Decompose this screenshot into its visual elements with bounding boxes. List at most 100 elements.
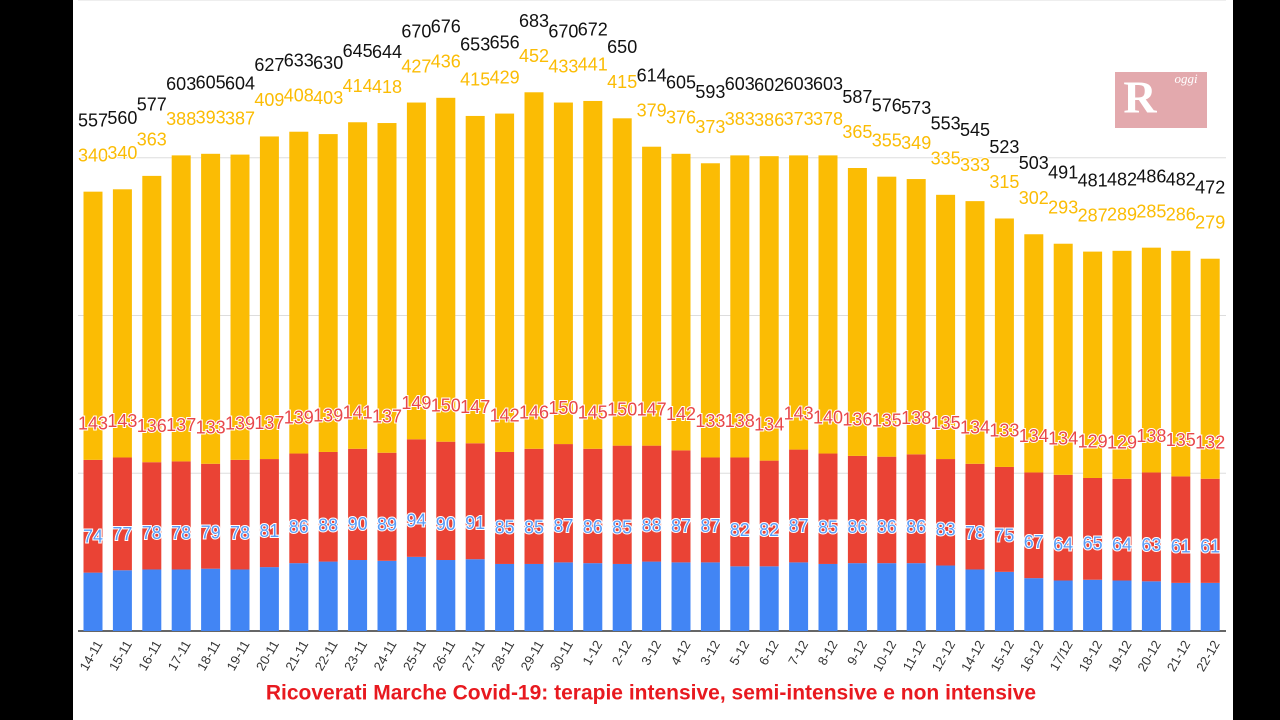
value-label: 133 [196,418,226,438]
total-label: 557 [78,110,108,130]
bar-segment [142,175,162,463]
value-label: 135 [931,413,961,433]
bar-segment [1112,580,1132,631]
value-label: 139 [313,406,343,426]
value-label: 61 [1171,537,1191,557]
value-label: 142 [490,406,520,426]
bar-segment [553,444,573,563]
bar-segment [730,457,750,567]
bar-segment [730,566,750,631]
bar-segment [906,179,926,455]
value-label: 415 [460,70,490,90]
bar-segment [377,452,397,561]
value-label: 145 [578,403,608,423]
value-label: 87 [553,516,573,536]
bar-segment [1141,472,1161,582]
value-label: 386 [754,110,784,130]
total-label: 672 [578,20,608,40]
value-label: 365 [842,122,872,142]
value-label: 88 [642,515,662,535]
value-label: 137 [372,406,402,426]
bar-segment [730,155,750,458]
value-label: 335 [931,149,961,169]
bar-segment [965,463,985,570]
value-label: 85 [818,518,838,538]
bar-segment [289,453,309,564]
bar-segment [201,463,221,569]
bar-segment [1171,582,1191,631]
value-label: 387 [225,108,255,128]
chart-title: Ricoverati Marche Covid-19: terapie inte… [266,682,1036,705]
value-label: 134 [960,418,990,438]
value-label: 90 [348,514,368,534]
value-label: 349 [901,133,931,153]
value-label: 83 [936,519,956,539]
total-label: 627 [254,55,284,75]
value-label: 408 [284,85,314,105]
bar-segment [936,565,956,631]
logo-text: oggi [1174,71,1198,86]
value-label: 86 [906,517,926,537]
bar-segment [700,457,720,563]
bar-segment [965,569,985,631]
bar-segment [1053,474,1073,581]
bar-segment [642,146,662,446]
bar-segment [818,155,838,454]
value-label: 87 [671,516,691,536]
total-label: 650 [607,37,637,57]
value-label: 286 [1166,205,1196,225]
bar-segment [142,462,162,570]
total-label: 523 [989,137,1019,157]
value-label: 150 [607,399,637,419]
value-label: 134 [754,414,784,434]
value-label: 136 [137,416,167,436]
bar-segment [847,563,867,631]
bar-segment [877,176,897,457]
value-label: 78 [142,523,162,543]
value-label: 86 [583,517,603,537]
value-label: 376 [666,108,696,128]
bar-segment [318,561,338,631]
total-label: 605 [666,73,696,93]
total-label: 645 [343,41,373,61]
value-label: 141 [343,403,373,423]
bar-segment [936,459,956,566]
total-label: 560 [107,108,137,128]
value-label: 88 [318,515,338,535]
value-label: 315 [989,172,1019,192]
bar-segment [1024,234,1044,473]
bar-segment [1200,478,1220,583]
bar-segment [1053,580,1073,631]
bar-segment [406,102,426,440]
value-label: 81 [259,521,279,541]
bar-segment [1024,472,1044,579]
bar-segment [759,566,779,631]
value-label: 91 [465,513,485,533]
value-label: 429 [490,67,520,87]
bar-segment [348,122,368,449]
value-label: 378 [813,109,843,129]
value-label: 85 [612,518,632,538]
bar-segment [1200,582,1220,631]
value-label: 135 [872,410,902,430]
value-label: 142 [666,404,696,424]
bar-segment [524,448,544,564]
value-label: 133 [989,421,1019,441]
bar-segment [642,561,662,631]
bar-segment [642,445,662,562]
bar-segment [171,155,191,462]
bar-segment [112,189,132,458]
bar-segment [906,563,926,631]
value-label: 147 [460,397,490,417]
total-label: 603 [166,74,196,94]
total-label: 577 [137,95,167,115]
value-label: 63 [1141,535,1161,555]
value-label: 143 [78,414,108,434]
bar-segment [465,443,485,560]
value-label: 393 [196,108,226,128]
total-label: 614 [637,65,667,85]
value-label: 147 [637,399,667,419]
value-label: 279 [1195,212,1225,232]
bar-segment [1024,578,1044,631]
bar-segment [230,569,250,631]
